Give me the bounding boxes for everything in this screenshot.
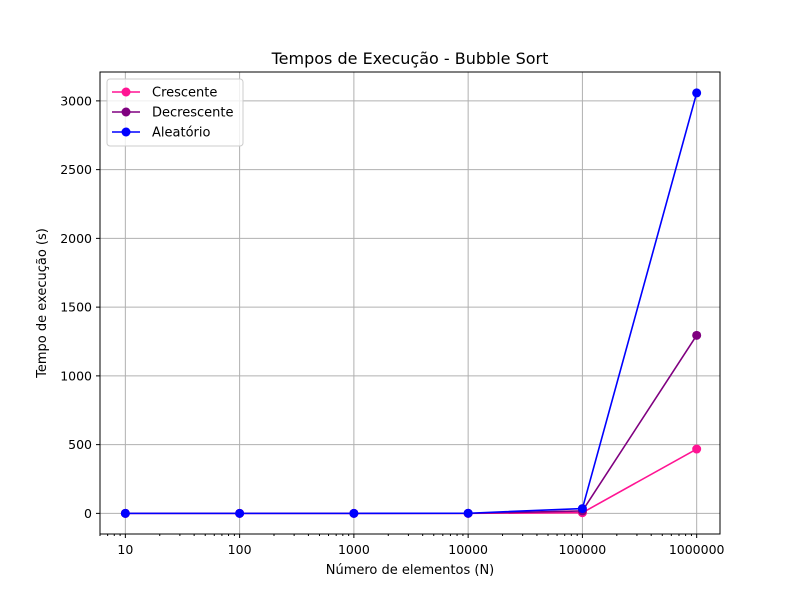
data-point (692, 330, 702, 340)
data-point (463, 508, 473, 518)
legend-label: Decrescente (152, 106, 233, 121)
x-tick-label: 10000 (448, 542, 488, 557)
y-tick-label: 2500 (60, 162, 92, 177)
data-point (577, 504, 587, 514)
plot-frame (99, 71, 721, 535)
grid (100, 72, 720, 534)
legend-marker (121, 87, 131, 97)
legend-label: Crescente (152, 86, 217, 101)
data-point (692, 444, 702, 454)
y-tick-label: 1500 (60, 300, 92, 315)
series-line (125, 92, 698, 515)
y-axis-label: Tempo de execução (s) (35, 228, 50, 379)
series-layer (120, 88, 702, 518)
legend-item: Aleatório (112, 126, 210, 141)
data-point (120, 508, 130, 518)
legend-item: Crescente (112, 86, 217, 101)
y-tick-label: 1000 (60, 368, 92, 383)
x-tick-label: 100 (228, 542, 252, 557)
x-tick-label: 1000000 (669, 542, 725, 557)
chart-title: Tempos de Execução - Bubble Sort (271, 49, 549, 68)
y-axis-ticks: 0 500 1000 1500 2000 2500 3000 (60, 93, 100, 521)
legend-label: Aleatório (152, 126, 210, 141)
legend-marker (121, 127, 131, 137)
y-tick-label: 0 (84, 506, 92, 521)
legend-box (106, 78, 244, 147)
legend: Crescente Decrescente Aleatório (106, 78, 244, 147)
x-tick-label: 1000 (338, 542, 370, 557)
data-point (692, 88, 702, 98)
x-tick-label: 10 (117, 542, 133, 557)
data-point (235, 508, 245, 518)
x-axis-ticks: 10 100 1000 10000 100000 1000000 (99, 534, 725, 557)
y-tick-label: 500 (68, 437, 92, 452)
data-point (349, 508, 359, 518)
y-tick-label: 3000 (60, 93, 92, 108)
x-tick-label: 100000 (559, 542, 607, 557)
legend-item: Decrescente (112, 106, 233, 121)
y-tick-label: 2000 (60, 231, 92, 246)
legend-marker (121, 107, 131, 117)
series-aleatório (120, 88, 702, 518)
x-axis-label: Número de elementos (N) (326, 563, 495, 578)
